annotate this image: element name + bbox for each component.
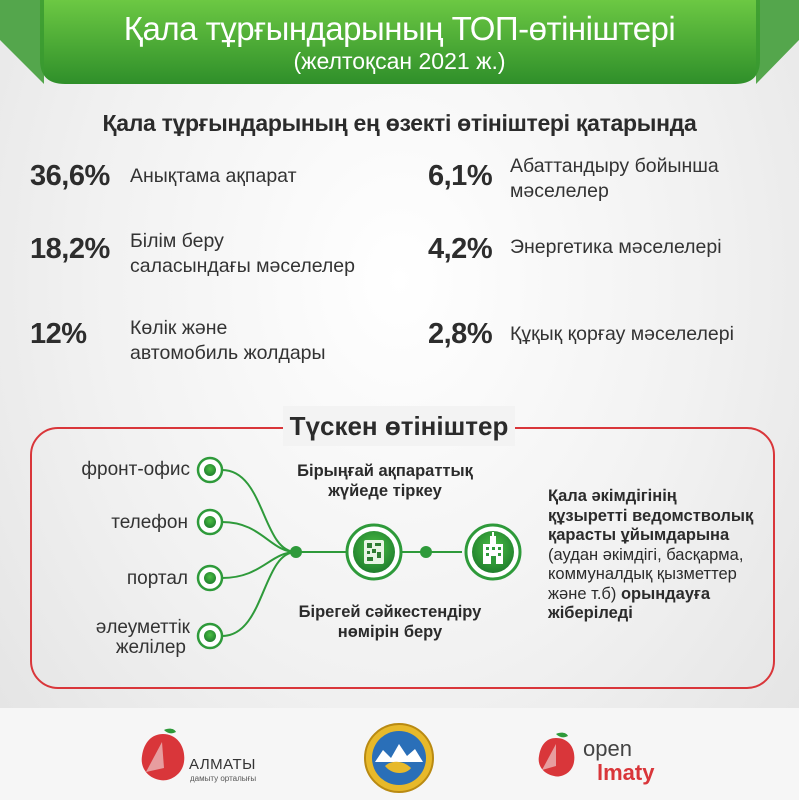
stat-label: Көлік және автомобиль жолдары <box>130 316 326 366</box>
stat-item: 4,2% Энергетика мәселелері <box>428 233 722 266</box>
channel-node-icon <box>196 456 224 484</box>
register-caption-line: Бірыңғай ақпараттық <box>297 462 473 480</box>
stat-label-line: Энергетика мәселелері <box>510 236 722 258</box>
almaty-logo-sub: дамыту орталығы <box>190 774 257 783</box>
almaty-logo-icon <box>141 728 185 781</box>
dest-bold-line: жіберіледі <box>548 604 633 622</box>
stat-label-line: Көлік және <box>130 317 228 339</box>
stat-item: 36,6% Анықтама ақпарат <box>30 160 297 193</box>
dest-bold-line: орындауға <box>620 584 711 603</box>
open-almaty-logo-icon <box>538 732 575 777</box>
number-caption: Бірегей сәйкестендіру нөмірін беру <box>290 602 490 642</box>
stat-value: 36,6% <box>30 160 110 192</box>
stat-item: 2,8% Құқық қорғау мәселелері <box>428 318 734 351</box>
dest-bold-line: қарасты ұйымдарына <box>548 526 730 544</box>
flow-title: Түскен өтініштер <box>283 406 515 446</box>
stat-label-line: мәселелер <box>510 180 609 202</box>
dest-regular-line: (аудан әкімдігі, басқарма, <box>548 545 744 564</box>
channel-node-icon <box>196 508 224 536</box>
stats-heading: Қала тұрғындарының ең өзекті өтініштері … <box>102 110 697 136</box>
stat-value: 6,1% <box>428 160 493 192</box>
stat-value: 4,2% <box>428 233 493 265</box>
channel-node-icon <box>196 622 224 650</box>
banner-subtitle: (желтоқсан 2021 ж.) <box>293 48 506 74</box>
stat-label: Анықтама ақпарат <box>130 164 297 189</box>
dest-bold-line: Қала әкімдігінің <box>548 487 677 505</box>
stat-label-line: автомобиль жолдары <box>130 342 326 364</box>
channel-node-icon <box>196 564 224 592</box>
number-caption-line: Бірегей сәйкестендіру <box>298 603 482 621</box>
dest-regular-line: коммуналдық қызметтер <box>548 565 737 583</box>
almaty-logo-name: АЛМАТЫ <box>189 756 256 773</box>
stat-value: 18,2% <box>30 233 110 265</box>
stat-label: Абаттандыру бойынша мәселелер <box>510 154 719 204</box>
dest-regular-line: және т.б) <box>548 584 617 603</box>
building-icon <box>464 523 522 581</box>
stat-label: Энергетика мәселелері <box>510 235 722 260</box>
document-qr-icon <box>345 523 403 581</box>
hub-dot <box>420 546 432 558</box>
stat-label: Құқық қорғау мәселелері <box>510 322 734 347</box>
dest-bold-line: құзыретті ведомстволық <box>548 506 754 525</box>
channel-label: фронт-офис <box>81 459 190 480</box>
channel-label-line: желілер <box>115 637 186 658</box>
stat-label-line: Құқық қорғау мәселелері <box>510 323 734 345</box>
channel-label: әлеуметтік желілер <box>40 618 190 658</box>
banner-shape <box>0 0 799 84</box>
stat-label-line: саласындағы мәселелер <box>130 255 355 277</box>
stat-item: 18,2% Білім беру саласындағы мәселелер <box>30 230 355 279</box>
stat-value: 2,8% <box>428 318 493 350</box>
register-caption: Бірыңғай ақпараттық жүйеде тіркеу <box>290 461 480 501</box>
footer: АЛМАТЫ дамыту орталығы open lmaty <box>0 708 799 800</box>
destination-text: Қала әкімдігінің құзыретті ведомстволық … <box>548 487 773 624</box>
channel-label: телефон <box>111 512 188 533</box>
almaty-emblem-icon <box>364 723 434 793</box>
stat-value: 12% <box>30 318 87 350</box>
channel-label-line: әлеуметтік <box>95 617 190 638</box>
number-caption-line: нөмірін беру <box>337 623 443 641</box>
stat-label-line: Анықтама ақпарат <box>130 165 297 187</box>
channel-label: портал <box>126 568 188 589</box>
hub-dot <box>290 546 302 558</box>
register-caption-line: жүйеде тіркеу <box>328 482 442 500</box>
stat-label: Білім беру саласындағы мәселелер <box>130 229 355 279</box>
banner-title: Қала тұрғындарының ТОП-өтініштері <box>123 10 676 47</box>
header-banner: Қала тұрғындарының ТОП-өтініштері (желто… <box>0 0 799 88</box>
stat-label-line: Білім беру <box>130 230 224 252</box>
stat-label-line: Абаттандыру бойынша <box>510 155 719 177</box>
stat-item: 6,1% Абаттандыру бойынша мәселелер <box>428 155 719 204</box>
imaty-logo-word: lmaty <box>597 760 655 785</box>
stat-item: 12% Көлік және автомобиль жолдары <box>30 316 326 366</box>
open-logo-word: open <box>583 736 632 761</box>
